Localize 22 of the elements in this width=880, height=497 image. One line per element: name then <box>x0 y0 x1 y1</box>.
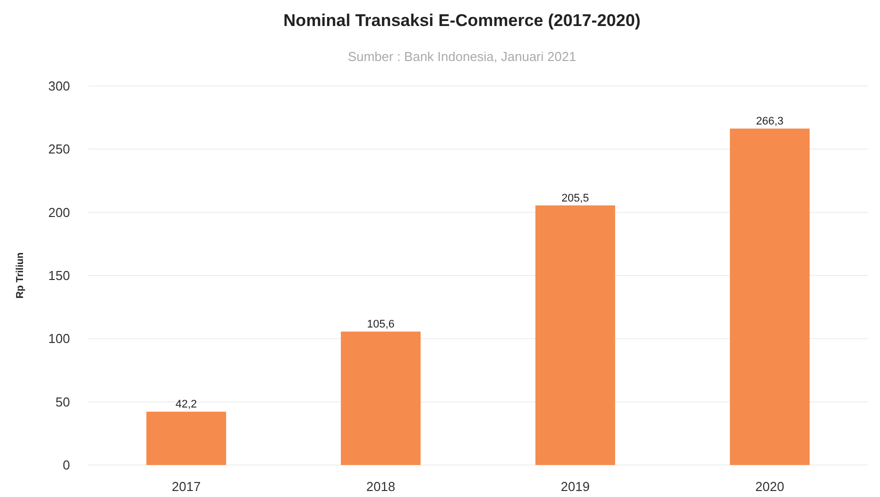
y-tick-label: 300 <box>48 78 70 94</box>
bar <box>340 332 421 465</box>
chart-subtitle: Sumber : Bank Indonesia, Januari 2021 <box>348 49 576 64</box>
data-label: 105,6 <box>366 318 395 331</box>
y-tick-label: 0 <box>62 458 70 473</box>
y-tick-label: 50 <box>56 394 70 410</box>
x-tick-label: 2019 <box>560 479 590 494</box>
data-label: 266,3 <box>756 116 784 128</box>
chart-title: Nominal Transaksi E-Commerce (2017-2020) <box>283 11 641 30</box>
bar <box>146 412 226 465</box>
y-tick-label: 250 <box>48 142 70 157</box>
y-tick-label: 200 <box>48 204 70 220</box>
bar <box>730 128 810 465</box>
y-axis-title: Rp Triliun <box>15 252 26 299</box>
data-label: 205,5 <box>561 192 590 204</box>
x-tick-label: 2018 <box>366 479 396 494</box>
x-tick-label: 2017 <box>172 479 201 494</box>
y-tick-label: 100 <box>48 331 70 346</box>
bar <box>535 205 616 465</box>
x-tick-label: 2020 <box>755 479 784 494</box>
data-label: 42,2 <box>176 398 197 411</box>
y-tick-label: 150 <box>48 268 70 284</box>
